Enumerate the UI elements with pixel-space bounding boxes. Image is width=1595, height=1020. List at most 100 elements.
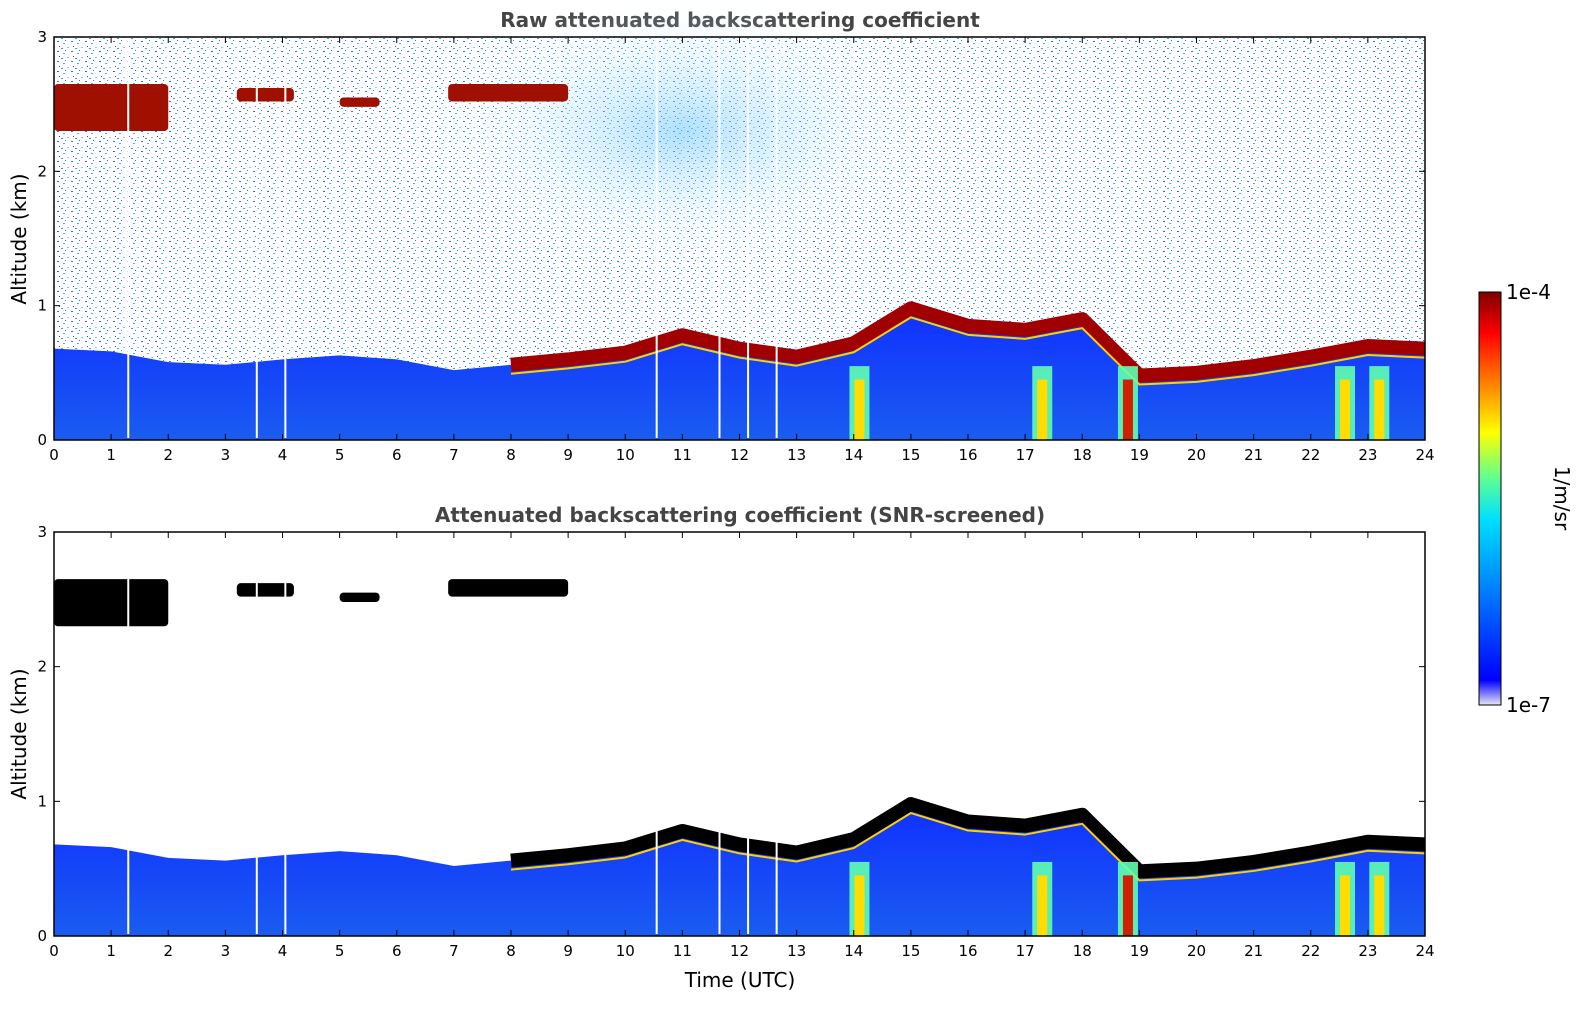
x-tick-label: 16 [958, 942, 977, 960]
x-tick-label: 16 [958, 446, 977, 464]
x-tick-label: 5 [335, 942, 345, 960]
noise-hotspot [422, 0, 943, 271]
x-tick-label: 12 [730, 942, 749, 960]
plume-core-4 [1374, 379, 1385, 440]
x-tick-label: 1 [106, 942, 116, 960]
x-tick-label: 13 [787, 942, 806, 960]
x-tick-label: 14 [844, 942, 863, 960]
x-tick-label: 7 [449, 446, 459, 464]
y-tick-label: 1 [37, 792, 47, 810]
x-tick-label: 14 [844, 446, 863, 464]
panel2-title: Attenuated backscattering coefficient (S… [435, 503, 1045, 527]
x-tick-label: 5 [335, 446, 345, 464]
plume-core-2 [1122, 875, 1133, 936]
x-tick-label: 0 [49, 942, 59, 960]
cloud-layer-2 [339, 97, 380, 107]
plume-core-1 [1037, 875, 1048, 936]
x-tick-label: 21 [1244, 942, 1263, 960]
x-tick-label: 1 [106, 446, 116, 464]
panel2-y-label: Altitude (km) [7, 668, 31, 799]
x-tick-label: 17 [1016, 942, 1035, 960]
x-tick-label: 11 [673, 942, 692, 960]
x-tick-label: 10 [616, 446, 635, 464]
cloud-layer-2 [339, 592, 380, 603]
boundary-layer [54, 308, 1425, 440]
boundary-layer-top-edge [510, 812, 1426, 882]
cloud-layer-3 [448, 84, 569, 102]
panel2-x-label: Time (UTC) [684, 968, 796, 992]
x-tick-label: 21 [1244, 446, 1263, 464]
x-tick-label: 3 [221, 446, 231, 464]
x-tick-label: 19 [1130, 942, 1149, 960]
x-tick-label: 2 [163, 446, 173, 464]
cloud-layer-0 [54, 579, 169, 627]
cloud-layer-1 [236, 583, 294, 597]
colorbar: 1e-4 1e-7 1/m/sr [1478, 280, 1574, 717]
plume-core-2 [1122, 379, 1133, 440]
y-tick-label: 2 [37, 162, 47, 180]
x-tick-label: 9 [563, 446, 573, 464]
plume-core-3 [1340, 379, 1351, 440]
panel2-x-ticks: 0 1 2 3 4 5 6 7 8 9 10 11 12 13 14 15 16 17 18 19 20 21 22 23 24 [49, 532, 1435, 960]
colorbar-max-label: 1e-4 [1506, 280, 1551, 304]
x-tick-label: 20 [1187, 446, 1206, 464]
x-tick-label: 10 [616, 942, 635, 960]
snr-screened-panel: Attenuated backscattering coefficient (S… [7, 503, 1435, 992]
x-tick-label: 8 [506, 446, 516, 464]
x-tick-label: 3 [221, 942, 231, 960]
x-tick-label: 6 [392, 446, 402, 464]
x-tick-label: 0 [49, 446, 59, 464]
x-tick-label: 22 [1301, 942, 1320, 960]
x-tick-label: 13 [787, 446, 806, 464]
y-tick-label: 0 [37, 431, 47, 449]
x-tick-label: 6 [392, 942, 402, 960]
x-tick-label: 4 [278, 942, 288, 960]
panel2-y-ticks: 0 1 2 3 [37, 523, 1425, 945]
plume-core-3 [1340, 875, 1351, 936]
x-tick-label: 2 [163, 942, 173, 960]
boundary-layer [54, 804, 1425, 936]
x-tick-label: 15 [901, 942, 920, 960]
x-tick-label: 15 [901, 446, 920, 464]
x-tick-label: 19 [1130, 446, 1149, 464]
panel2-heatmap [54, 532, 1426, 936]
boundary-layer-top-band [510, 301, 1426, 383]
plume-core-4 [1374, 875, 1385, 936]
plume-core-1 [1037, 379, 1048, 440]
cloud-layer-0 [54, 84, 169, 132]
x-tick-label: 8 [506, 942, 516, 960]
raw-backscatter-panel: Raw attenuated backscattering coefficien… [7, 0, 1435, 464]
x-tick-label: 18 [1073, 446, 1092, 464]
panel1-y-ticks: 0 1 2 3 [37, 28, 1425, 449]
colorbar-min-label: 1e-7 [1506, 693, 1551, 717]
colorbar-gradient [1478, 291, 1502, 706]
x-tick-label: 17 [1016, 446, 1035, 464]
y-tick-label: 2 [37, 658, 47, 676]
y-tick-label: 3 [37, 523, 47, 541]
x-tick-label: 11 [673, 446, 692, 464]
boundary-layer-top-edge [510, 316, 1426, 386]
panel1-y-label: Altitude (km) [7, 173, 31, 304]
panel1-x-ticks: 0 1 2 3 4 5 6 7 8 9 10 11 12 13 14 15 16 17 18 19 20 21 22 23 24 [49, 37, 1435, 464]
x-tick-label: 9 [563, 942, 573, 960]
panel1-heatmap [54, 0, 1426, 440]
cloud-layer-1 [236, 88, 294, 102]
plume-core-0 [854, 379, 865, 440]
x-tick-label: 18 [1073, 942, 1092, 960]
plume-core-0 [854, 875, 865, 936]
x-tick-label: 20 [1187, 942, 1206, 960]
x-tick-label: 12 [730, 446, 749, 464]
colorbar-unit-label: 1/m/sr [1550, 466, 1574, 531]
x-tick-label: 24 [1415, 942, 1434, 960]
y-tick-label: 0 [37, 927, 47, 945]
x-tick-label: 23 [1358, 942, 1377, 960]
x-tick-label: 24 [1415, 446, 1434, 464]
x-tick-label: 7 [449, 942, 459, 960]
y-tick-label: 3 [37, 28, 47, 46]
x-tick-label: 4 [278, 446, 288, 464]
x-tick-label: 23 [1358, 446, 1377, 464]
x-tick-label: 22 [1301, 446, 1320, 464]
boundary-layer-top-band [510, 797, 1426, 879]
y-tick-label: 1 [37, 297, 47, 315]
